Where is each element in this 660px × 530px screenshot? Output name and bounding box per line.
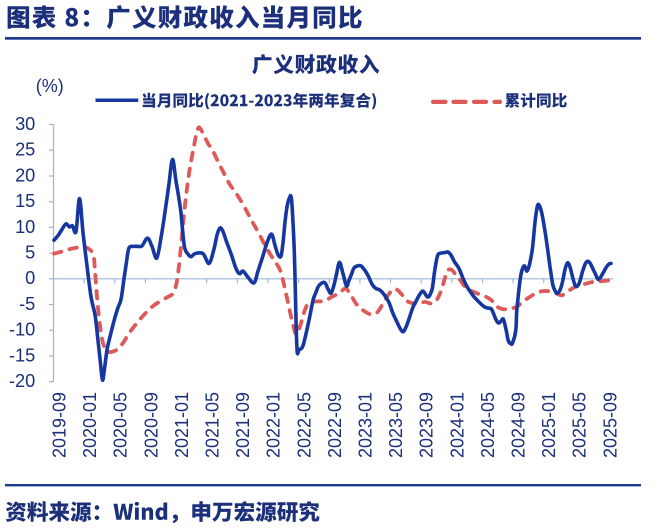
svg-text:2025-09: 2025-09 [600,392,620,458]
svg-text:2022-05: 2022-05 [294,392,314,458]
svg-text:-15: -15 [9,345,35,365]
svg-text:30: 30 [15,114,35,134]
svg-text:2022-01: 2022-01 [264,392,284,458]
svg-text:5: 5 [25,243,35,263]
svg-text:2025-05: 2025-05 [570,392,590,458]
svg-text:25: 25 [15,140,35,160]
svg-text:2020-05: 2020-05 [111,392,131,458]
svg-text:2024-09: 2024-09 [509,392,529,458]
svg-text:(%): (%) [36,76,64,96]
svg-text:15: 15 [15,191,35,211]
svg-text:2023-05: 2023-05 [386,392,406,458]
svg-text:2022-09: 2022-09 [325,392,345,458]
svg-text:2024-01: 2024-01 [447,392,467,458]
svg-text:2021-05: 2021-05 [203,392,223,458]
svg-text:2024-05: 2024-05 [478,392,498,458]
svg-text:10: 10 [15,217,35,237]
svg-text:-10: -10 [9,320,35,340]
svg-text:2023-09: 2023-09 [417,392,437,458]
svg-text:20: 20 [15,165,35,185]
svg-text:2019-09: 2019-09 [50,392,70,458]
svg-text:2020-09: 2020-09 [141,392,161,458]
svg-text:2020-01: 2020-01 [80,392,100,458]
svg-text:-5: -5 [19,294,35,314]
svg-text:2021-09: 2021-09 [233,392,253,458]
svg-text:2021-01: 2021-01 [172,392,192,458]
svg-text:2023-01: 2023-01 [356,392,376,458]
svg-text:0: 0 [25,268,35,288]
svg-text:2025-01: 2025-01 [539,392,559,458]
svg-text:-20: -20 [9,371,35,391]
